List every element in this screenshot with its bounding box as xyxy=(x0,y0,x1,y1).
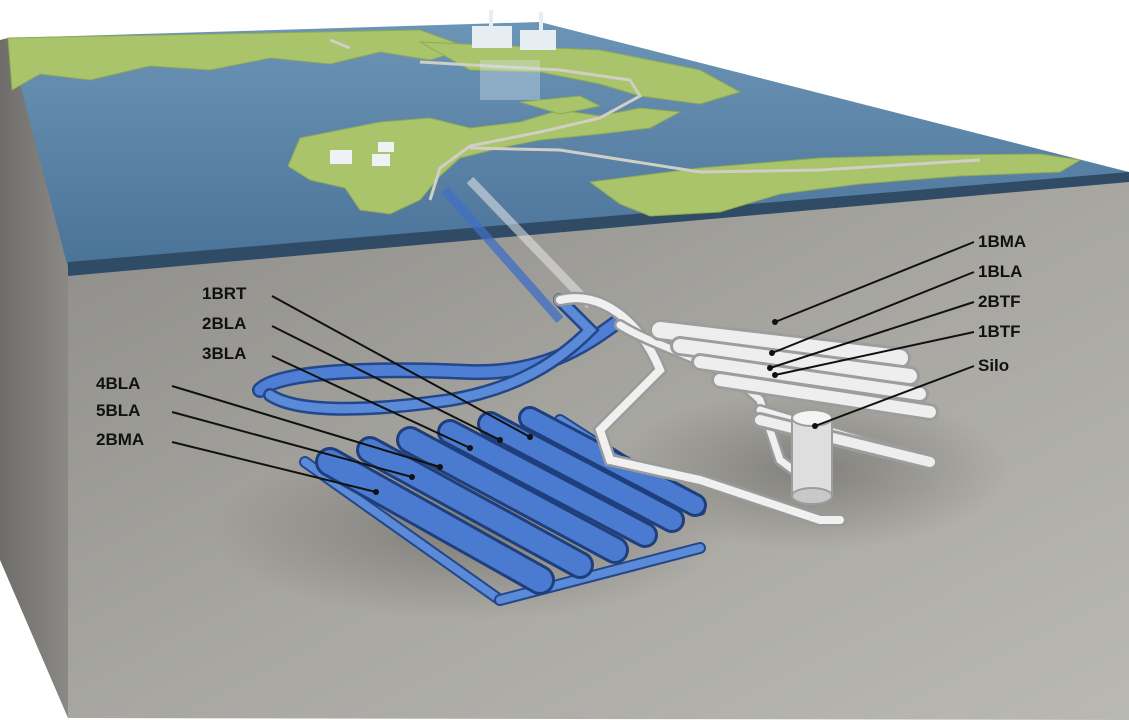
blue-vaults xyxy=(315,406,707,595)
label-2btf: 2BTF xyxy=(978,292,1021,311)
label-3bla: 3BLA xyxy=(202,344,246,363)
label-1brt: 1BRT xyxy=(202,284,247,303)
power-plant xyxy=(472,10,556,100)
label-2bma: 2BMA xyxy=(96,430,144,449)
sea-surface xyxy=(8,22,1129,268)
land-masses xyxy=(7,29,1082,217)
leader-1bma xyxy=(774,241,975,323)
leader-2bla xyxy=(271,325,501,441)
labels-left: 1BRT 2BLA 3BLA 4BLA 5BLA 2BMA xyxy=(96,284,247,449)
silo xyxy=(791,409,833,505)
label-2bla: 2BLA xyxy=(202,314,246,333)
roads xyxy=(329,38,981,201)
leader-1btf xyxy=(774,331,975,376)
leader-2bma xyxy=(171,441,377,493)
leader-4bla xyxy=(171,385,441,468)
label-1bla: 1BLA xyxy=(978,262,1022,281)
label-1bma: 1BMA xyxy=(978,232,1026,251)
labels-right: 1BMA 1BLA 2BTF 1BTF Silo xyxy=(978,232,1026,375)
white-vaults xyxy=(649,319,939,470)
surface-facility xyxy=(330,142,394,166)
leader-silo xyxy=(814,365,975,427)
leader-lines xyxy=(171,241,975,495)
leader-3bla xyxy=(271,355,471,449)
label-1btf: 1BTF xyxy=(978,322,1021,341)
rock-side-face xyxy=(0,38,68,718)
leader-1brt xyxy=(271,295,531,438)
access-ramp xyxy=(441,176,594,323)
label-4bla: 4BLA xyxy=(96,374,140,393)
leader-1bla xyxy=(771,271,975,354)
label-silo: Silo xyxy=(978,356,1009,375)
label-5bla: 5BLA xyxy=(96,401,140,420)
leader-2btf xyxy=(769,301,975,369)
leader-5bla xyxy=(171,411,413,478)
surface-edge xyxy=(68,172,1129,276)
